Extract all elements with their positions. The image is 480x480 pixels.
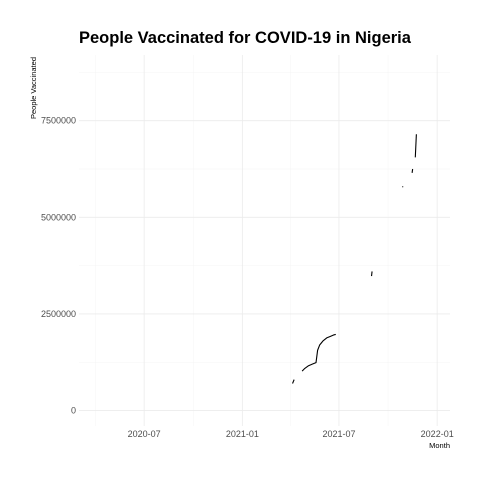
chart-title: People Vaccinated for COVID-19 in Nigeri… — [79, 29, 412, 47]
x-tick-labels: 2020-07 2021-01 2021-07 2022-01 — [128, 429, 454, 439]
series-line-segment — [370, 271, 373, 277]
y-axis-label: People Vaccinated — [29, 57, 38, 119]
x-tick-label: 2021-07 — [322, 429, 355, 439]
series-line-segment — [301, 333, 336, 372]
series-line-segment — [292, 379, 295, 384]
grid-minor-lines — [79, 55, 450, 426]
y-tick-label: 0 — [71, 406, 76, 416]
grid-major-lines — [79, 55, 450, 426]
y-tick-labels: 0 2500000 5000000 7500000 — [41, 116, 76, 416]
series-line-segment — [411, 168, 414, 173]
y-tick-label: 5000000 — [41, 212, 76, 222]
series-lines — [292, 134, 417, 384]
x-tick-label: 2022-01 — [421, 429, 454, 439]
y-tick-label: 2500000 — [41, 309, 76, 319]
series-line-segment — [414, 134, 417, 158]
x-axis-label: Month — [429, 441, 450, 450]
x-tick-label: 2020-07 — [128, 429, 161, 439]
x-tick-label: 2021-01 — [226, 429, 259, 439]
series-line-segment — [402, 186, 404, 188]
y-tick-label: 7500000 — [41, 116, 76, 126]
